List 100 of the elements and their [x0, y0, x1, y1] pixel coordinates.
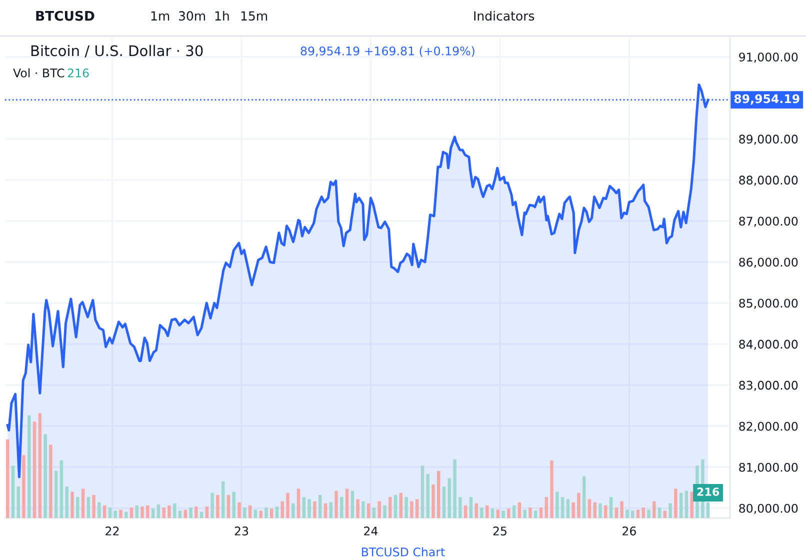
bar [76, 497, 80, 518]
bar [383, 505, 386, 518]
bar [124, 512, 128, 518]
y-tick-label: 83,000.00 [739, 380, 798, 391]
bar [658, 508, 662, 518]
bar [464, 505, 468, 518]
bar [448, 478, 452, 518]
bar [108, 508, 112, 518]
bar [264, 508, 268, 518]
bar [146, 505, 150, 518]
bar [156, 504, 160, 518]
bar [496, 510, 500, 518]
text: 1m [151, 11, 170, 20]
bar [679, 492, 683, 518]
bar [652, 501, 656, 518]
bar [92, 494, 96, 518]
bar [243, 508, 246, 518]
bar [690, 492, 694, 518]
bar [388, 497, 392, 518]
bar [296, 488, 300, 518]
bar [636, 510, 640, 518]
bar [458, 497, 462, 518]
bar [49, 444, 52, 518]
y-tick-label: 82,000.00 [739, 422, 798, 432]
bar [674, 488, 678, 518]
bar [140, 506, 144, 518]
bar [663, 510, 667, 518]
bar [81, 488, 85, 518]
bar [173, 503, 176, 518]
bar [324, 503, 328, 518]
x-tick-label: 25 [493, 526, 506, 536]
bar [86, 497, 90, 518]
bar [426, 474, 430, 518]
bar [566, 499, 570, 518]
bar [582, 476, 586, 518]
bar [593, 502, 596, 518]
bar [308, 499, 311, 518]
y-tick-label: 84,000.00 [739, 340, 798, 350]
bar [706, 502, 710, 518]
bar [238, 502, 241, 518]
bar [151, 508, 155, 518]
bar [490, 508, 494, 518]
text: BTCUSD [36, 10, 94, 21]
ref-line-label: 89,954.19 [734, 94, 800, 105]
bar [270, 508, 274, 518]
y-tick-label: 86,000.00 [739, 258, 798, 268]
bar [453, 459, 456, 518]
bar [184, 510, 188, 518]
bar [275, 506, 279, 518]
bar [437, 470, 440, 518]
bar [399, 492, 403, 518]
bar [356, 499, 360, 518]
bar [259, 510, 262, 518]
bar [620, 501, 624, 518]
bar [98, 502, 101, 518]
bar [684, 490, 688, 518]
bar [32, 422, 36, 518]
bar [647, 510, 650, 518]
bar [232, 492, 236, 518]
bar [11, 466, 15, 518]
bar [22, 455, 26, 518]
bar [38, 413, 42, 518]
bar [410, 501, 414, 518]
bar [178, 510, 182, 518]
bar [65, 486, 68, 518]
bar [114, 510, 117, 518]
bar [205, 506, 209, 518]
bar [630, 510, 634, 518]
bar [350, 490, 354, 518]
bar [366, 503, 370, 518]
bar [668, 503, 672, 518]
text: Indicators [474, 10, 534, 21]
bar [318, 494, 322, 518]
bar [168, 505, 171, 518]
text: 15m [241, 11, 268, 21]
bar [286, 492, 290, 518]
bar [162, 508, 166, 518]
bar [280, 501, 284, 518]
bar [474, 503, 478, 518]
bar [292, 503, 295, 518]
bar [135, 505, 139, 518]
bar [313, 501, 316, 518]
bar [362, 501, 365, 518]
bar [54, 470, 58, 518]
bar [528, 508, 532, 518]
bar [469, 497, 473, 518]
bar [642, 508, 645, 518]
bar [539, 508, 543, 518]
bar [556, 492, 559, 518]
bar [329, 502, 332, 518]
data-label: 216 [697, 488, 720, 496]
x-tick-label: 24 [364, 526, 378, 536]
bar [480, 508, 484, 518]
bar [560, 497, 564, 518]
bar [216, 494, 220, 518]
bar [16, 486, 20, 518]
bar [518, 502, 522, 518]
bar [28, 415, 31, 518]
x-tick-label: 22 [106, 526, 119, 536]
bar [544, 497, 548, 518]
